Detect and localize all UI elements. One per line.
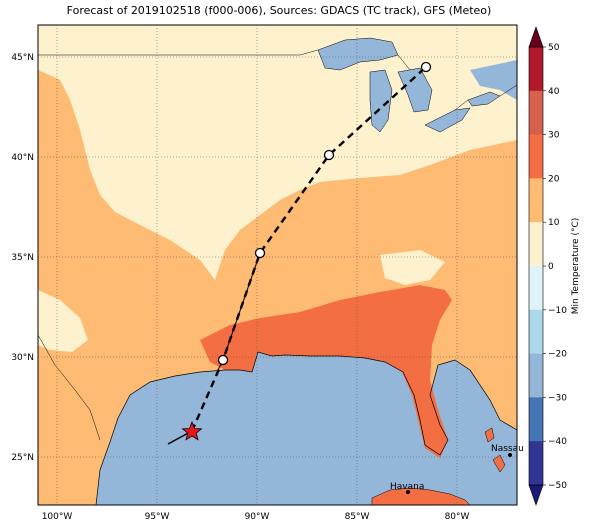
land-cool-patch-appalachia <box>380 250 445 285</box>
forecast-position-marker <box>217 354 229 366</box>
forecast-position-marker <box>254 247 266 259</box>
map-title: Forecast of 2019102518 (f000-006), Sourc… <box>66 4 492 17</box>
nassau-city-dot <box>508 453 512 457</box>
colorbar-band <box>529 309 543 355</box>
lake-ontario <box>467 91 501 107</box>
colorbar-band <box>529 397 543 442</box>
us-mexico-border <box>38 334 101 441</box>
bahamas-island-1 <box>492 454 506 473</box>
colorbar-tick-label: 40 <box>548 87 560 97</box>
lat-tick-label: 35°N <box>11 253 34 263</box>
lake-michigan <box>369 69 393 133</box>
colorbar-band <box>529 222 543 267</box>
lon-tick-label: 100°W <box>42 512 73 522</box>
lon-tick-label: 80°W <box>445 512 470 522</box>
nassau-label: Nassau <box>491 444 524 454</box>
forecast-track-line <box>190 66 427 432</box>
colorbar-band <box>529 47 543 92</box>
canada-water-ne <box>470 60 517 100</box>
colorbar-band <box>529 441 543 486</box>
lat-tick-label: 25°N <box>11 453 34 463</box>
colorbar-bottom-arrow <box>528 484 544 506</box>
colorbar-tick-label: 20 <box>548 174 560 184</box>
colorbar-label: Min Temperature (°C) <box>571 218 581 315</box>
forecast-position-marker <box>323 149 335 161</box>
lake-erie <box>424 107 471 133</box>
colorbar-tick-label: −20 <box>548 350 567 360</box>
colorbar-tick-label: −40 <box>548 437 567 447</box>
colorbar-tick-label: −30 <box>548 393 567 403</box>
lat-tick-label: 30°N <box>11 353 34 363</box>
colorbar-band <box>529 134 543 179</box>
colorbar-tick-label: −50 <box>548 481 567 491</box>
colorbar-top-arrow <box>528 26 544 48</box>
lat-tick-label: 45°N <box>11 53 34 63</box>
havana-label: Havana <box>390 482 424 492</box>
colorbar: 50 40 30 20 10 0 −10 −20 −30 −40 −50 Min Temperatu… <box>528 26 581 506</box>
land-cool-patch-texas <box>38 290 88 352</box>
plot-frame <box>37 24 518 506</box>
colorbar-ticks: 50 40 30 20 10 0 −10 −20 −30 −40 −50 <box>543 43 567 491</box>
land-warm-patch-west <box>38 70 100 205</box>
lon-tick-label: 90°W <box>245 512 270 522</box>
colorbar-band <box>529 178 543 223</box>
colorbar-tick-label: 50 <box>548 43 560 53</box>
colorbar-tick-label: −10 <box>548 306 567 316</box>
cuba-island <box>371 487 471 505</box>
havana-city-dot <box>406 490 410 494</box>
storm-current-position-star-icon <box>181 420 203 441</box>
graticule <box>38 25 517 505</box>
lake-superior <box>317 37 399 71</box>
forecast-position-marker <box>420 61 432 73</box>
colorbar-tick-label: 30 <box>548 131 560 141</box>
colorbar-bands <box>529 47 543 486</box>
us-canada-border <box>38 49 517 111</box>
colorbar-tick-label: 0 <box>548 262 554 272</box>
colorbar-band <box>529 266 543 311</box>
lon-tick-label: 95°W <box>145 512 170 522</box>
gulf-coastline <box>95 351 517 505</box>
colorbar-tick-label: 10 <box>548 218 560 228</box>
lake-huron <box>397 67 433 113</box>
bahamas-island-2 <box>484 427 495 443</box>
land-20-30-region <box>200 285 452 458</box>
colorbar-band <box>529 353 543 398</box>
lon-tick-label: 85°W <box>345 512 370 522</box>
colorbar-band <box>529 90 543 136</box>
land-0-10-region <box>38 25 517 280</box>
lat-tick-label: 40°N <box>11 153 34 163</box>
map-body <box>38 25 517 505</box>
